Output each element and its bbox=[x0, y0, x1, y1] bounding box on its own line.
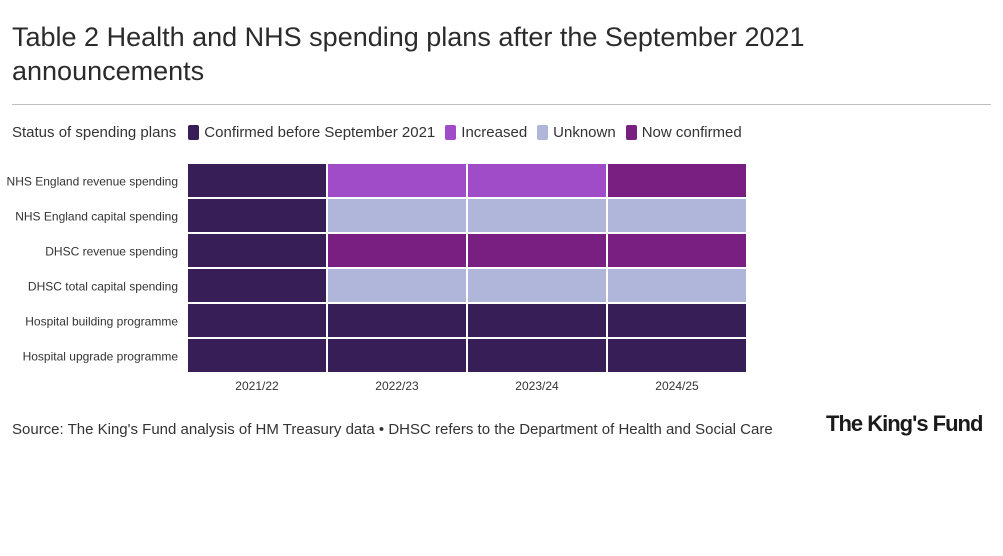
legend-label-confirmed: Confirmed before September 2021 bbox=[204, 123, 436, 141]
cell-hospital-building-programme-2022-23 bbox=[328, 304, 466, 337]
column-label-2023-24: 2023/24 bbox=[515, 379, 559, 393]
legend-swatch-increased bbox=[445, 124, 457, 140]
row-label-hospital-building-programme: Hospital building programme bbox=[25, 315, 178, 329]
cell-dhsc-revenue-spending-2022-23 bbox=[328, 234, 466, 267]
column-label-2024-25: 2024/25 bbox=[655, 379, 699, 393]
cell-hospital-upgrade-programme-2022-23 bbox=[328, 339, 466, 372]
chart-title: Table 2 Health and NHS spending plans af… bbox=[12, 22, 805, 86]
heatmap-chart: NHS England revenue spending NHS England … bbox=[7, 164, 746, 393]
cell-hospital-building-programme-2021-22 bbox=[188, 304, 326, 337]
cell-dhsc-revenue-spending-2023-24 bbox=[468, 234, 606, 267]
row-label-nhs-england-capital-spending: NHS England capital spending bbox=[15, 210, 178, 224]
cell-hospital-upgrade-programme-2023-24 bbox=[468, 339, 606, 372]
legend-item-unknown: Unknown bbox=[537, 124, 616, 141]
cell-nhs-england-capital-spending-2021-22 bbox=[188, 199, 326, 232]
legend-item-now-confirmed: Now confirmed bbox=[625, 123, 742, 141]
cell-nhs-england-capital-spending-2022-23 bbox=[328, 199, 466, 232]
cell-nhs-england-revenue-spending-2024-25 bbox=[608, 164, 746, 197]
cell-dhsc-total-capital-spending-2022-23 bbox=[328, 269, 466, 302]
cell-nhs-england-capital-spending-2023-24 bbox=[468, 199, 606, 232]
cell-nhs-england-capital-spending-2024-25 bbox=[608, 199, 746, 232]
kings-fund-logo: The King's Fund bbox=[826, 411, 983, 436]
cell-nhs-england-revenue-spending-2023-24 bbox=[468, 164, 606, 197]
legend-label-unknown: Unknown bbox=[553, 123, 616, 141]
legend: Status of spending plans Confirmed befor… bbox=[12, 122, 752, 142]
legend-label-increased: Increased bbox=[461, 123, 528, 141]
cell-hospital-upgrade-programme-2024-25 bbox=[608, 339, 746, 372]
title-divider bbox=[12, 104, 991, 105]
row-label-hospital-upgrade-programme: Hospital upgrade programme bbox=[23, 350, 179, 364]
legend-title: Status of spending plans bbox=[12, 123, 177, 141]
cell-nhs-england-revenue-spending-2022-23 bbox=[328, 164, 466, 197]
legend-swatch-confirmed bbox=[188, 124, 200, 140]
legend-item-increased: Increased bbox=[445, 124, 527, 141]
cell-dhsc-total-capital-spending-2024-25 bbox=[608, 269, 746, 302]
column-label-2021-22: 2021/22 bbox=[235, 379, 279, 393]
legend-swatch-now-confirmed bbox=[625, 124, 637, 140]
row-label-nhs-england-revenue-spending: NHS England revenue spending bbox=[7, 175, 178, 189]
source-note: Source: The King's Fund analysis of HM T… bbox=[12, 421, 773, 438]
legend-swatch-unknown bbox=[537, 124, 549, 140]
cell-nhs-england-revenue-spending-2021-22 bbox=[188, 164, 326, 197]
column-label-2022-23: 2022/23 bbox=[375, 379, 419, 393]
cell-dhsc-revenue-spending-2024-25 bbox=[608, 234, 746, 267]
cell-hospital-upgrade-programme-2021-22 bbox=[188, 339, 326, 372]
row-label-dhsc-revenue-spending: DHSC revenue spending bbox=[45, 245, 178, 259]
cell-dhsc-revenue-spending-2021-22 bbox=[188, 234, 326, 267]
legend-item-confirmed: Confirmed before September 2021 bbox=[188, 124, 435, 141]
row-label-dhsc-total-capital-spending: DHSC total capital spending bbox=[28, 280, 178, 294]
cell-hospital-building-programme-2024-25 bbox=[608, 304, 746, 337]
cell-dhsc-total-capital-spending-2023-24 bbox=[468, 269, 606, 302]
cell-hospital-building-programme-2023-24 bbox=[468, 304, 606, 337]
cell-dhsc-total-capital-spending-2021-22 bbox=[188, 269, 326, 302]
legend-label-now-confirmed: Now confirmed bbox=[641, 123, 742, 141]
